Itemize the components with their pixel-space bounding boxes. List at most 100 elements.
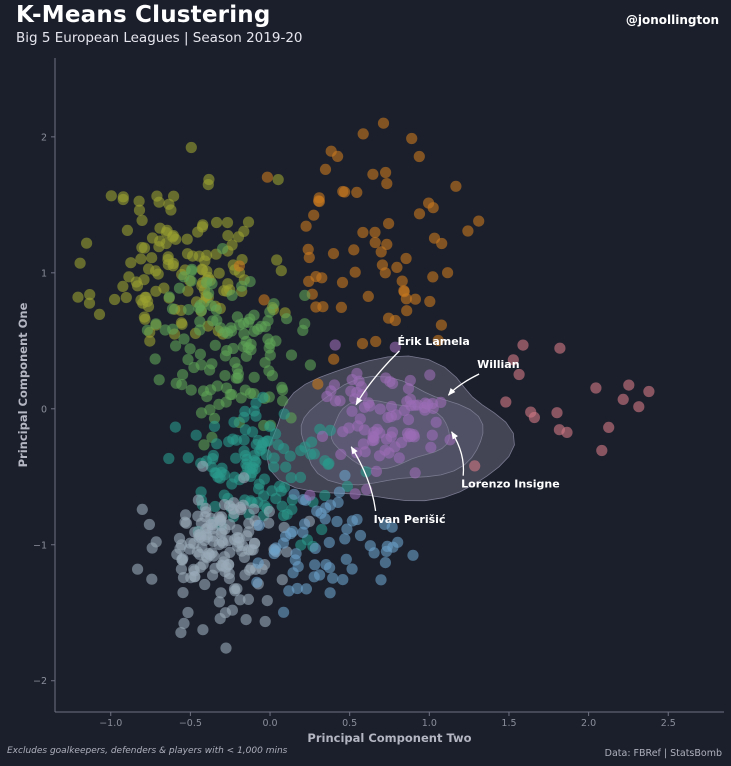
scatter-point-cluster-4 (223, 436, 235, 448)
scatter-point-cluster-1 (117, 193, 129, 206)
scatter-point-cluster-2 (357, 226, 369, 239)
annotation-label: Érik Lamela (397, 335, 469, 348)
scatter-point-cluster-5 (192, 494, 204, 506)
scatter-point-cluster-7 (374, 403, 386, 415)
scatter-point-cluster-1 (109, 293, 121, 306)
scatter-point-cluster-2 (327, 248, 340, 260)
scatter-point-cluster-1 (133, 195, 145, 207)
scatter-point-cluster-5 (175, 563, 187, 575)
scatter-point-cluster-2 (473, 215, 485, 227)
scatter-point-cluster-3 (153, 374, 165, 386)
scatter-point-cluster-3 (217, 243, 229, 255)
scatter-point-cluster-7 (380, 433, 393, 445)
scatter-point-cluster-2 (337, 185, 349, 198)
scatter-point-cluster-3 (299, 289, 311, 301)
scatter-point-cluster-6 (319, 513, 331, 525)
scatter-point-cluster-5 (243, 517, 255, 530)
scatter-point-cluster-7 (373, 450, 386, 462)
scatter-point-cluster-7 (396, 437, 408, 449)
scatter-point-cluster-1 (154, 235, 166, 247)
scatter-point-cluster-3 (234, 319, 246, 331)
scatter-point-cluster-5 (197, 460, 209, 472)
y-tick-label: 2 (41, 132, 47, 143)
scatter-point-cluster-1 (136, 214, 148, 226)
scatter-point-cluster-8 (590, 382, 602, 394)
scatter-point-cluster-5 (261, 595, 273, 607)
scatter-point-cluster-3 (264, 349, 276, 361)
scatter-point-cluster-2 (357, 128, 369, 140)
scatter-point-cluster-4 (207, 449, 219, 462)
scatter-point-cluster-8 (623, 379, 635, 391)
scatter-point-cluster-7 (435, 396, 447, 408)
scatter-point-cluster-4 (239, 405, 251, 417)
scatter-point-cluster-6 (297, 526, 309, 539)
scatter-point-cluster-6 (386, 521, 398, 533)
scatter-point-cluster-7 (346, 405, 358, 417)
scatter-point-cluster-3 (232, 372, 244, 384)
scatter-point-cluster-2 (380, 166, 392, 179)
scatter-point-cluster-8 (554, 342, 566, 354)
scatter-point-cluster-5 (238, 551, 250, 564)
scatter-point-cluster-2 (381, 178, 393, 190)
scatter-point-cluster-1 (153, 196, 165, 208)
scatter-point-cluster-7 (366, 435, 379, 447)
scatter-point-cluster-1 (120, 291, 132, 304)
scatter-point-cluster-6 (308, 571, 320, 583)
scatter-point-cluster-3 (240, 335, 252, 348)
scatter-point-cluster-6 (331, 515, 343, 528)
scatter-point-cluster-5 (281, 546, 293, 558)
scatter-point-cluster-7 (321, 390, 333, 403)
scatter-point-cluster-7 (337, 426, 349, 438)
scatter-point-cluster-1 (170, 233, 182, 245)
scatter-point-cluster-7 (329, 339, 341, 351)
scatter-point-cluster-1 (138, 311, 150, 323)
scatter-point-cluster-5 (234, 594, 246, 606)
scatter-point-cluster-5 (197, 624, 209, 636)
data-points (72, 117, 655, 654)
scatter-point-cluster-2 (328, 353, 340, 365)
scatter-point-cluster-5 (199, 578, 211, 591)
scatter-point-cluster-3 (195, 407, 208, 419)
scatter-point-cluster-1 (175, 317, 187, 329)
scatter-point-cluster-3 (203, 287, 215, 299)
scatter-point-cluster-3 (204, 404, 216, 416)
scatter-point-cluster-5 (224, 546, 236, 559)
scatter-point-cluster-3 (170, 377, 182, 389)
scatter-point-cluster-6 (379, 557, 391, 569)
scatter-point-cluster-6 (324, 587, 336, 599)
x-tick-label: 0.0 (262, 718, 277, 729)
scatter-point-cluster-3 (248, 371, 260, 383)
scatter-point-cluster-5 (223, 500, 236, 512)
scatter-point-cluster-2 (442, 267, 454, 279)
scatter-point-cluster-1 (232, 231, 245, 243)
scatter-point-cluster-5 (182, 606, 194, 619)
scatter-point-cluster-3 (173, 282, 186, 294)
scatter-point-cluster-3 (226, 388, 238, 401)
scatter-point-cluster-3 (185, 384, 197, 396)
scatter-point-cluster-3 (194, 348, 206, 360)
scatter-point-cluster-6 (327, 572, 339, 584)
scatter-point-cluster-3 (195, 304, 207, 317)
scatter-point-cluster-4 (324, 424, 336, 436)
scatter-point-cluster-1 (213, 267, 225, 279)
scatter-point-cluster-1 (121, 224, 133, 236)
scatter-point-cluster-4 (268, 461, 280, 473)
scatter-point-cluster-4 (278, 443, 290, 455)
scatter-point-cluster-4 (261, 435, 273, 447)
scatter-point-cluster-6 (277, 537, 289, 549)
scatter-point-cluster-3 (219, 370, 231, 382)
scatter-point-cluster-5 (248, 503, 260, 515)
scatter-point-cluster-5 (240, 614, 252, 626)
annotation-arrow (451, 431, 465, 476)
scatter-point-cluster-7 (348, 393, 361, 405)
scatter-point-cluster-1 (203, 173, 215, 186)
x-tick-label: 1.0 (422, 718, 437, 729)
scatter-point-cluster-3 (263, 365, 275, 377)
scatter-point-cluster-1 (72, 291, 84, 303)
scatter-point-cluster-3 (221, 327, 234, 339)
scatter-point-cluster-1 (196, 263, 208, 275)
footnote: Excludes goalkeepers, defenders & player… (7, 746, 288, 756)
x-tick-label: 2.0 (581, 718, 596, 729)
scatter-point-cluster-8 (500, 396, 512, 408)
